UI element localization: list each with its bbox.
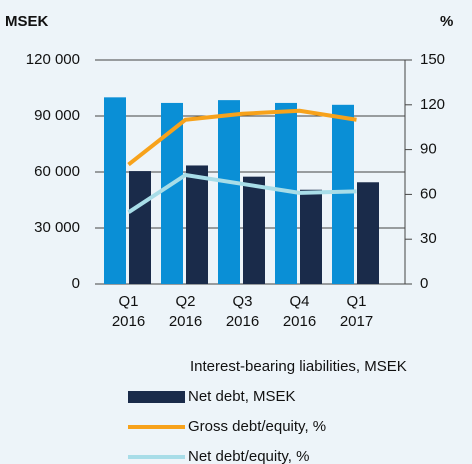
y2-tick-label: 150 [420, 51, 445, 68]
legend-label: Interest-bearing liabilities, MSEK [190, 358, 407, 375]
line [127, 172, 357, 214]
bar [104, 97, 126, 284]
y2-tick-label: 0 [420, 275, 428, 292]
y-tick-label: 30 000 [34, 219, 80, 236]
x-tick-label: 2016 [283, 313, 316, 330]
legend-label: Gross debt/equity, % [188, 418, 326, 435]
x-tick-label: Q3 [232, 293, 252, 310]
x-tick-label: 2016 [226, 313, 259, 330]
legend-label: Net debt/equity, % [188, 448, 309, 464]
bar [218, 100, 240, 284]
y2-tick-label: 120 [420, 96, 445, 113]
y-tick-label: 60 000 [34, 163, 80, 180]
bar [186, 165, 208, 284]
y2-tick-label: 60 [420, 185, 437, 202]
y2-axis-title: % [440, 13, 453, 30]
line [127, 108, 357, 167]
y-tick-label: 0 [72, 275, 80, 292]
x-tick-label: Q1 [346, 293, 366, 310]
y2-tick-label: 90 [420, 141, 437, 158]
x-tick-label: 2016 [169, 313, 202, 330]
y-axis-title: MSEK [5, 13, 49, 30]
x-tick-label: 2016 [112, 313, 145, 330]
y-tick-label: 120 000 [26, 51, 80, 68]
bar [161, 102, 183, 284]
x-tick-label: Q4 [289, 293, 309, 310]
legend-label: Net debt, MSEK [188, 388, 296, 405]
y2-tick-label: 30 [420, 230, 437, 247]
y-tick-label: 90 000 [34, 107, 80, 124]
bar [332, 104, 354, 284]
bar [129, 171, 151, 284]
bar [300, 189, 322, 284]
x-tick-label: Q1 [118, 293, 138, 310]
bar [357, 182, 379, 284]
x-tick-label: Q2 [175, 293, 195, 310]
bar [243, 176, 265, 284]
legend-swatch [128, 391, 185, 403]
x-tick-label: 2017 [340, 313, 373, 330]
bar [275, 102, 297, 284]
